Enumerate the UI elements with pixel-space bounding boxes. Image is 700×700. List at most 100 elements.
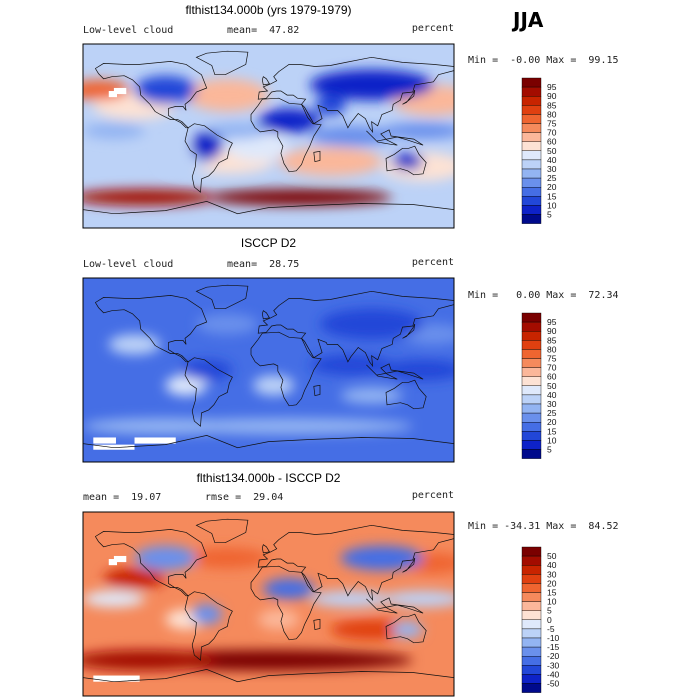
contour-region (83, 418, 248, 435)
contour-region (278, 147, 382, 176)
colorbar-swatch (521, 403, 542, 414)
colorbar-swatch (521, 683, 542, 693)
colorbar-tick-label: 95 (547, 82, 557, 92)
colorbar-swatch (521, 186, 542, 197)
colorbar-swatch (521, 646, 542, 657)
colorbar-swatch (521, 592, 542, 602)
colorbar-swatch (521, 555, 542, 566)
contour-field (83, 69, 454, 206)
colorbar-swatch (521, 95, 542, 106)
coastline-uk (261, 544, 271, 554)
coastline-africa (250, 331, 322, 407)
contour-region (320, 308, 424, 340)
panel-3-minmax: Min = -34.31 Max = 84.52 (468, 521, 619, 532)
colorbar-tick-label: 15 (547, 588, 557, 598)
coastline-japan (402, 323, 416, 339)
colorbar-swatch (521, 574, 542, 584)
colorbar-tick-label: -30 (547, 660, 560, 670)
colorbar-tick-label: 15 (547, 191, 557, 201)
contour-region (314, 95, 346, 116)
missing-data-region (113, 555, 127, 563)
contour-region (227, 131, 290, 161)
panel-3-units: percent (411, 490, 454, 501)
contour-region (83, 122, 145, 140)
contour-region (309, 125, 393, 147)
colorbar-tick-label: 40 (547, 560, 557, 570)
contour-region (206, 122, 269, 140)
contour-region (392, 621, 424, 638)
colorbar-swatch (521, 656, 542, 666)
colorbar-tick-label: -50 (547, 679, 560, 689)
panel-1-title: flthist134.000b (yrs 1979-1979) (185, 3, 352, 17)
contour-region (381, 359, 454, 381)
map-frame-3 (82, 511, 455, 697)
contour-region (309, 354, 393, 376)
colorbar-tick-label: 25 (547, 173, 557, 183)
map-panel-1 (83, 44, 454, 228)
coastline-uk (261, 310, 271, 320)
contour-region (191, 604, 223, 625)
contour-region (392, 153, 424, 170)
missing-data-region (108, 91, 118, 98)
colorbar-tick-label: 50 (547, 551, 557, 561)
colorbar-swatch (521, 321, 542, 332)
panel-3-title: flthist134.000b - ISCCP D2 (196, 471, 341, 485)
colorbar-tick-label: 10 (547, 435, 557, 445)
colorbar-tick-label: 5 (547, 445, 552, 455)
colorbar-tick-label: -40 (547, 669, 560, 679)
colorbar-tick-label: 85 (547, 335, 557, 345)
colorbar-tick-label: 80 (547, 344, 557, 354)
map-frame-1 (82, 43, 455, 229)
colorbar-swatch (521, 132, 542, 142)
coastline-north-america (94, 295, 208, 363)
contour-field (83, 545, 454, 671)
colorbar-swatch (521, 205, 542, 215)
colorbar-tick-label: 75 (547, 354, 557, 364)
contour-region (340, 545, 424, 571)
colorbar-swatch (521, 177, 542, 188)
contour-region (340, 387, 403, 404)
colorbar-tick-label: 95 (547, 317, 557, 327)
coastline-south-america (184, 357, 233, 427)
colorbar-tick-label: 30 (547, 164, 557, 174)
contour-region (206, 189, 393, 206)
colorbar-swatch (521, 601, 542, 611)
missing-data-region (108, 559, 118, 566)
colorbar-tick-label: 5 (547, 606, 552, 616)
contour-region (83, 79, 130, 101)
missing-data-region (134, 437, 176, 444)
colorbar-swatch (521, 619, 542, 630)
colorbar-swatch (521, 610, 542, 621)
colorbar-swatch (521, 367, 542, 377)
contour-region (381, 122, 454, 140)
colorbar-swatch (521, 141, 542, 151)
contour-region (196, 313, 259, 335)
colorbar-tick-label: 40 (547, 390, 557, 400)
coastline-australia (385, 613, 427, 644)
panel-2-variable-label: Low-level cloud (83, 259, 174, 270)
contour-region (253, 375, 295, 396)
colorbar-swatch (521, 168, 542, 179)
colorbar-tick-label: 50 (547, 381, 557, 391)
colorbar-tick-label: -15 (547, 642, 560, 652)
colorbar-tick-label: 85 (547, 100, 557, 110)
colorbar-swatch (521, 412, 542, 423)
colorbar-tick-label: 75 (547, 119, 557, 129)
colorbar-tick-label: 60 (547, 372, 557, 382)
colorbar-tick-label: 60 (547, 137, 557, 147)
colorbar-swatch (521, 440, 542, 450)
coastline-antarctica (83, 669, 454, 696)
colorbar-swatch (521, 449, 542, 459)
colorbar-tick-label: 30 (547, 569, 557, 579)
season-label: JJA (513, 8, 544, 32)
coastline-africa (250, 565, 322, 641)
contour-region (258, 108, 321, 133)
coastline-madagascar (313, 384, 321, 397)
colorbar-swatch (521, 77, 542, 88)
panel-1-minmax: Min = -0.00 Max = 99.15 (468, 55, 619, 66)
colorbar-swatch (521, 331, 542, 341)
contour-region (381, 590, 454, 608)
colorbar-swatch (521, 546, 542, 557)
coastline-uk (261, 76, 271, 86)
